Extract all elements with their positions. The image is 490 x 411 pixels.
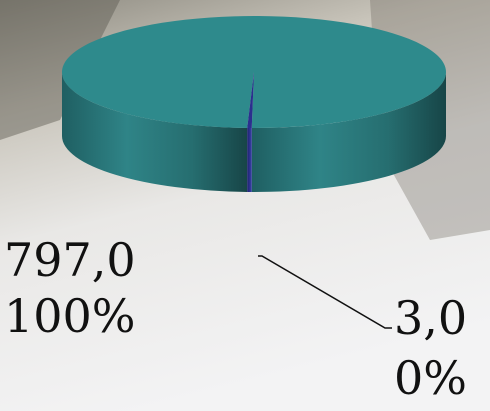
pie-slice-side <box>247 127 252 192</box>
value-label: 797,0 <box>4 233 136 287</box>
pie-slice <box>61 16 446 129</box>
pie-slice-side <box>62 72 248 192</box>
background-photo <box>0 0 120 140</box>
pie-slice <box>247 72 254 128</box>
percent-label: 0% <box>394 351 467 405</box>
pie-slice-side <box>251 72 446 192</box>
value-label: 3,0 <box>394 291 467 345</box>
leader-line <box>258 255 392 329</box>
pie <box>61 16 446 192</box>
percent-label: 100% <box>4 289 136 343</box>
